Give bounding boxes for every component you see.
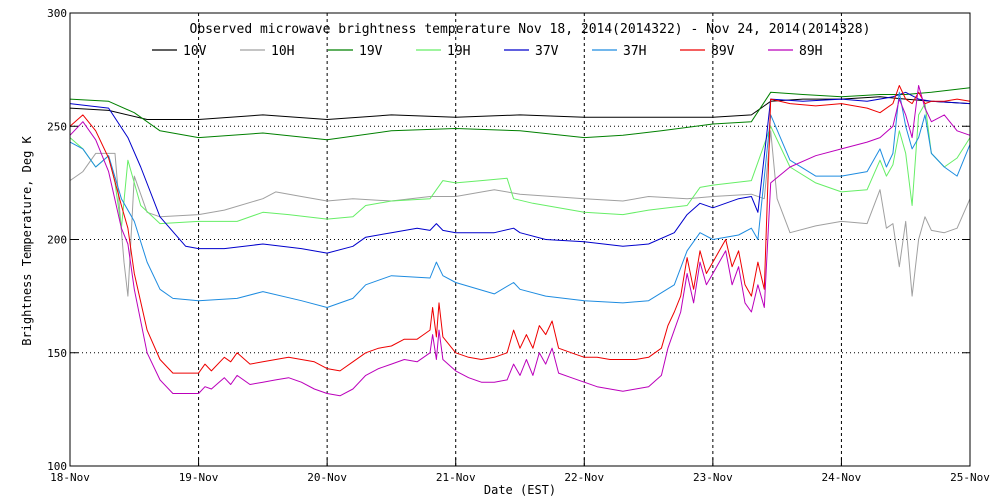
- y-axis-label: Brightness Temperature, Deg K: [20, 135, 34, 345]
- y-axis-ticks: 100 150 200 250 300: [47, 7, 970, 473]
- x-tick-label: 25-Nov: [950, 471, 990, 484]
- x-tick-label: 18-Nov: [50, 471, 90, 484]
- legend-label-37v: 37V: [535, 44, 559, 59]
- x-tick-label: 20-Nov: [307, 471, 347, 484]
- x-tick-label: 19-Nov: [179, 471, 219, 484]
- legend-label-89v: 89V: [711, 44, 735, 59]
- y-tick-label: 100: [47, 460, 67, 473]
- legend-label-10h: 10H: [271, 44, 294, 59]
- y-tick-label: 250: [47, 120, 67, 133]
- grid-lines: [70, 13, 970, 466]
- legend-label-89h: 89H: [799, 44, 822, 59]
- x-axis-label: Date (EST): [484, 483, 556, 497]
- series-line-10h: [69, 130, 971, 297]
- series-line-89v: [69, 85, 971, 374]
- series-line-10v: [69, 96, 971, 120]
- legend-label-10v: 10V: [183, 44, 207, 59]
- series-line-89h: [69, 85, 971, 397]
- legend: 10V 10H 19V 19H 37V 37H 89V 89H: [152, 44, 822, 59]
- x-tick-label: 24-Nov: [822, 471, 862, 484]
- x-tick-label: 21-Nov: [436, 471, 476, 484]
- x-tick-label: 22-Nov: [564, 471, 604, 484]
- legend-label-19v: 19V: [359, 44, 383, 59]
- x-axis-ticks: 18-Nov 19-Nov 20-Nov 21-Nov 22-Nov 23-Nov 24-N…: [50, 458, 990, 484]
- series-line-19v: [69, 87, 971, 141]
- series-lines: [69, 85, 971, 397]
- series-line-37v: [69, 91, 971, 254]
- series-line-37h: [69, 91, 971, 308]
- y-tick-label: 150: [47, 347, 67, 360]
- legend-label-19h: 19H: [447, 44, 470, 59]
- y-tick-label: 200: [47, 234, 67, 247]
- x-tick-label: 23-Nov: [693, 471, 733, 484]
- legend-label-37h: 37H: [623, 44, 646, 59]
- y-tick-label: 300: [47, 7, 67, 20]
- chart-title: Observed microwave brightness temperatur…: [190, 22, 871, 37]
- series-line-19h: [69, 103, 971, 229]
